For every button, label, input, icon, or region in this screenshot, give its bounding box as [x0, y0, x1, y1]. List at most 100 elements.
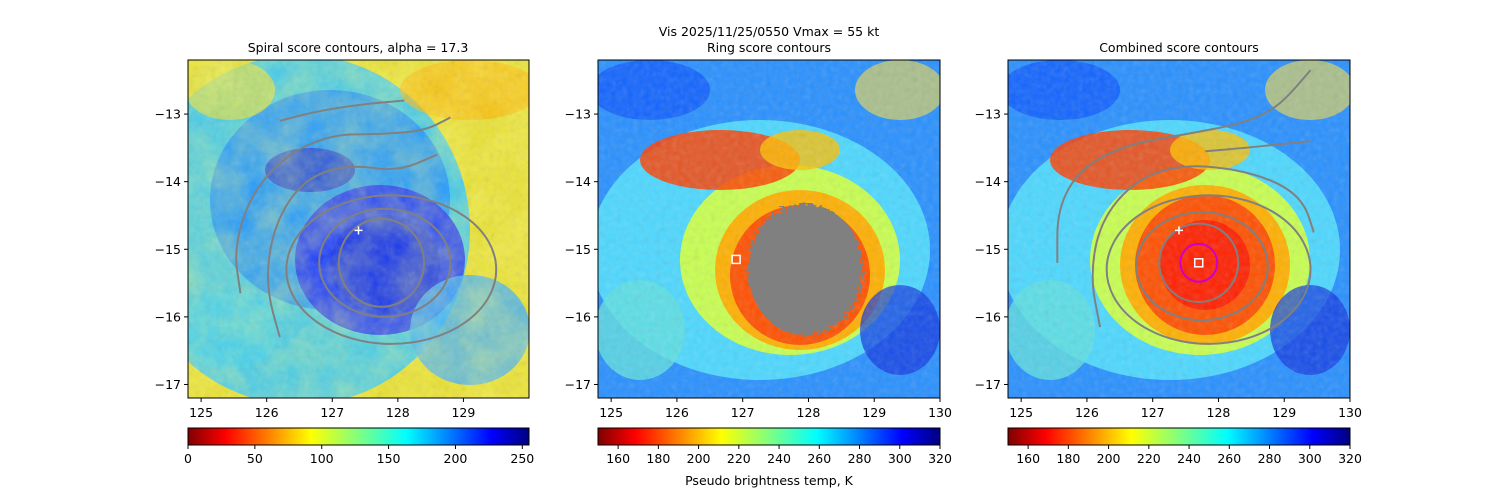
ring-markers	[731, 254, 741, 265]
combined-colorbar-tick-label: 160	[1016, 451, 1040, 466]
panel-ring: 125 126 127 128 129 130 −13 −14 −15 −16 −17 160 180…	[565, 59, 952, 488]
spiral-xtick-label: 129	[451, 405, 475, 420]
combined-xtick-label: 127	[1141, 405, 1165, 420]
ring-colorbar-tick-label: 200	[687, 451, 711, 466]
spiral-contour-4	[235, 116, 451, 294]
combined-contour-5	[1056, 69, 1312, 263]
ring-colorbar-tick-label: 280	[848, 451, 872, 466]
ring-colorbar-tick-label: 240	[767, 451, 791, 466]
spiral-colorbar-tick-label: 100	[310, 451, 334, 466]
ring-xtick-label: 129	[862, 405, 886, 420]
combined-colorbar-tick-label: 220	[1137, 451, 1161, 466]
ring-colorbar-tick-label: 220	[727, 451, 751, 466]
combined-colorbar-tick-label: 200	[1097, 451, 1121, 466]
spiral-xtick-label: 126	[255, 405, 279, 420]
combined-contour-0	[1179, 242, 1219, 283]
spiral-ytick-label: −16	[155, 309, 181, 324]
ring-colorbar-tick-label: 320	[928, 451, 952, 466]
ring-colorbar-tick-label: 300	[888, 451, 912, 466]
ring-contours	[747, 203, 863, 336]
combined-contour-1	[1158, 222, 1240, 304]
combined-contour-2	[1135, 211, 1269, 322]
spiral-colorbar-ticks: 0 50 100 150 200 250	[184, 445, 534, 466]
combined-xtick-label: 126	[1075, 405, 1099, 420]
ring-heatmap	[598, 60, 940, 398]
panel-combined-title: Combined score contours	[1099, 40, 1259, 55]
colorbar-label: Pseudo brightness temp, K	[685, 473, 854, 488]
panel-combined: Combined score contours 125 126 127 128 129 1…	[975, 40, 1362, 466]
combined-colorbar-tick-label: 180	[1056, 451, 1080, 466]
spiral-colorbar-tick-label: 150	[377, 451, 401, 466]
combined-colorbar-ticks: 160 180 200 220 240 260 280 300 320	[1016, 445, 1362, 466]
panel-spiral: Spiral score contours, alpha = 17.3 125 1…	[155, 40, 535, 466]
combined-xtick-label: 129	[1272, 405, 1296, 420]
spiral-contours	[235, 99, 498, 345]
combined-xtick-label: 128	[1207, 405, 1231, 420]
combined-colorbar	[1007, 427, 1351, 446]
spiral-colorbar-tick-label: 200	[444, 451, 468, 466]
spiral-xtick-label: 127	[320, 405, 344, 420]
ring-colorbar-tick-label: 260	[807, 451, 831, 466]
spiral-contour-3	[267, 153, 438, 338]
ring-ytick-label: −13	[565, 107, 591, 122]
ring-colorbar-ticks: 160 180 200 220 240 260 280 300 320	[606, 445, 952, 466]
combined-ytick-label: −15	[975, 242, 1001, 257]
spiral-colorbar-tick-label: 250	[510, 451, 534, 466]
ring-colorbar-tick-label: 180	[646, 451, 670, 466]
combined-markers	[1175, 226, 1204, 268]
combined-contour-4	[1091, 165, 1315, 328]
combined-ytick-label: −14	[975, 174, 1001, 189]
combined-contour-6	[1205, 140, 1311, 153]
spiral-contour-0	[337, 217, 426, 308]
spiral-xtick-label: 125	[189, 405, 213, 420]
combined-xtick-label: 130	[1338, 405, 1362, 420]
combined-colorbar-tick-label: 320	[1338, 451, 1362, 466]
spiral-colorbar-tick-label: 0	[184, 451, 192, 466]
combined-ytick-label: −13	[975, 107, 1001, 122]
spiral-plus-marker	[354, 226, 363, 235]
spiral-xtick-label: 128	[386, 405, 410, 420]
combined-ytick-label: −17	[975, 377, 1001, 392]
figure-suptitle: Vis 2025/11/25/0550 Vmax = 55 kt	[659, 24, 880, 39]
combined-square-marker	[1193, 258, 1204, 268]
ring-axes-frame	[597, 59, 941, 399]
ring-xtick-label: 126	[665, 405, 689, 420]
spiral-ytick-label: −15	[155, 242, 181, 257]
combined-colorbar-tick-label: 240	[1177, 451, 1201, 466]
spiral-heatmap	[188, 60, 529, 398]
ring-xtick-label: 128	[797, 405, 821, 420]
combined-ticks: 125 126 127 128 129 130 −13 −14 −15 −16 −17	[975, 107, 1362, 420]
ring-square-marker	[731, 254, 741, 265]
ring-contour-0	[747, 203, 863, 336]
spiral-colorbar	[187, 427, 530, 446]
spiral-ticks: 125 126 127 128 129 −13 −14 −15 −16 −17	[155, 107, 476, 420]
ring-ytick-label: −15	[565, 242, 591, 257]
ring-ytick-label: −14	[565, 174, 591, 189]
spiral-ytick-label: −14	[155, 174, 181, 189]
spiral-axes-frame	[187, 59, 530, 399]
spiral-markers	[354, 226, 363, 235]
combined-ytick-label: −16	[975, 309, 1001, 324]
combined-colorbar-tick-label: 280	[1258, 451, 1282, 466]
panel-spiral-title: Spiral score contours, alpha = 17.3	[248, 40, 469, 55]
spiral-ytick-label: −17	[155, 377, 181, 392]
combined-axes-frame	[1007, 59, 1351, 399]
ring-colorbar-tick-label: 160	[606, 451, 630, 466]
spiral-contour-5	[279, 99, 405, 122]
spiral-contour-1	[318, 207, 452, 318]
combined-xtick-label: 125	[1009, 405, 1033, 420]
ring-xtick-label: 127	[731, 405, 755, 420]
ring-ticks: 125 126 127 128 129 130 −13 −14 −15 −16 −17	[565, 107, 952, 420]
ring-xtick-label: 125	[599, 405, 623, 420]
spiral-colorbar-tick-label: 50	[247, 451, 263, 466]
ring-ytick-label: −17	[565, 377, 591, 392]
spiral-ytick-label: −13	[155, 107, 181, 122]
combined-contours	[1056, 69, 1315, 345]
ring-colorbar	[597, 427, 941, 446]
combined-colorbar-tick-label: 300	[1298, 451, 1322, 466]
combined-plus-marker	[1175, 226, 1183, 235]
combined-colorbar-tick-label: 260	[1217, 451, 1241, 466]
ring-xtick-label: 130	[928, 405, 952, 420]
spiral-contour-2	[285, 194, 498, 345]
